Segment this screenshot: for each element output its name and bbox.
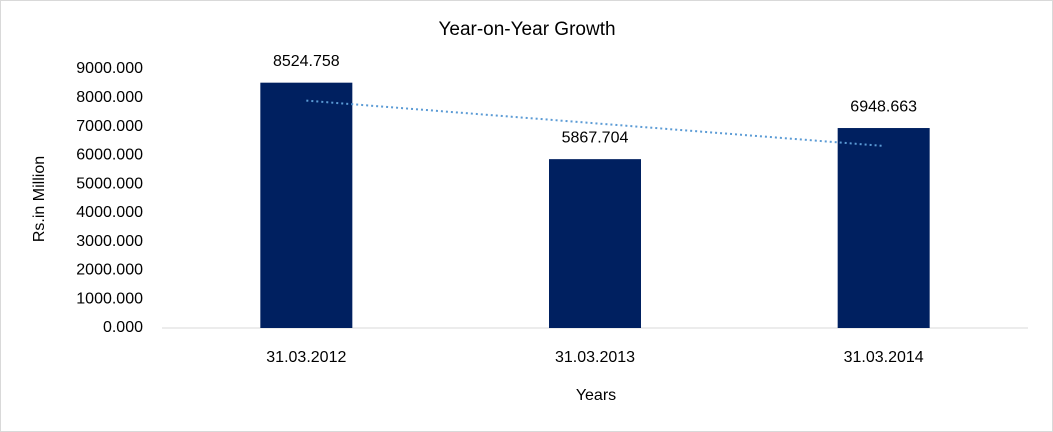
y-tick-label: 9000.000 xyxy=(76,60,143,77)
y-tick-label: 8000.000 xyxy=(76,89,143,106)
bar xyxy=(837,128,930,328)
y-axis-title: Rs.in Million xyxy=(31,156,48,242)
y-tick-label: 6000.000 xyxy=(76,147,143,164)
y-tick-label: 3000.000 xyxy=(76,233,143,250)
bar xyxy=(260,82,353,328)
data-label: 6948.663 xyxy=(850,98,917,115)
chart-title: Year-on-Year Growth xyxy=(438,19,615,40)
x-tick-label: 31.03.2014 xyxy=(844,349,924,366)
trendline xyxy=(306,99,884,147)
data-label: 8524.758 xyxy=(273,53,340,70)
x-tick-label: 31.03.2012 xyxy=(266,349,346,366)
y-tick-label: 4000.000 xyxy=(76,204,143,221)
y-tick-label: 0.000 xyxy=(103,319,143,336)
x-axis-title: Years xyxy=(576,387,616,404)
y-tick-label: 2000.000 xyxy=(76,262,143,279)
y-tick-label: 7000.000 xyxy=(76,118,143,135)
y-tick-label: 5000.000 xyxy=(76,175,143,192)
x-tick-label: 31.03.2013 xyxy=(555,349,635,366)
y-tick-label: 1000.000 xyxy=(76,290,143,307)
bar xyxy=(549,159,641,328)
data-label: 5867.704 xyxy=(562,129,629,146)
